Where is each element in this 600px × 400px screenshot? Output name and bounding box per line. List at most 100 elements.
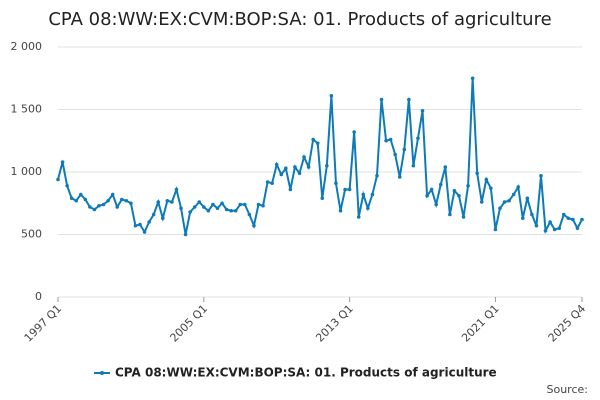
point <box>388 137 393 142</box>
point <box>247 212 252 217</box>
point <box>284 166 288 171</box>
point <box>197 200 202 204</box>
point <box>161 216 165 221</box>
point <box>571 217 575 222</box>
point <box>69 196 74 201</box>
point <box>334 181 338 186</box>
point <box>265 180 270 184</box>
legend-marker <box>100 371 104 375</box>
x-tick-label: 1997 Q1 <box>22 302 65 345</box>
point <box>279 172 284 177</box>
point <box>534 223 539 228</box>
point <box>402 147 407 152</box>
point <box>92 207 97 212</box>
point <box>165 198 170 203</box>
y-tick-label: 1 500 <box>11 103 43 116</box>
point <box>420 108 425 113</box>
point <box>543 228 548 233</box>
point <box>429 187 434 192</box>
point <box>88 205 92 209</box>
point <box>202 205 206 209</box>
point <box>448 212 452 217</box>
point <box>206 208 211 213</box>
point <box>293 165 297 169</box>
point <box>443 165 448 169</box>
point <box>211 202 215 207</box>
point <box>156 200 161 204</box>
point <box>188 210 192 214</box>
point <box>489 186 493 191</box>
point <box>256 202 261 207</box>
point <box>133 223 138 228</box>
point <box>575 226 580 231</box>
point <box>411 163 416 168</box>
point <box>493 227 498 232</box>
point <box>229 208 233 213</box>
point <box>407 97 411 102</box>
point <box>320 196 325 201</box>
point <box>220 201 224 206</box>
point <box>110 192 115 197</box>
point <box>475 171 480 176</box>
point <box>457 193 461 198</box>
point <box>470 76 475 81</box>
point <box>119 197 124 202</box>
point <box>484 177 489 182</box>
x-tick-label: 2005 Q1 <box>168 302 211 345</box>
point <box>192 205 197 209</box>
chart-title: CPA 08:WW:EX:CVM:BOP:SA: 01. Products of… <box>48 9 551 30</box>
point <box>56 177 60 182</box>
point <box>352 130 356 134</box>
point <box>520 216 525 221</box>
point <box>539 173 543 178</box>
point <box>370 192 375 197</box>
point <box>561 212 566 217</box>
point <box>115 205 120 209</box>
point <box>174 187 179 192</box>
x-tick-label: 2021 Q1 <box>459 302 502 345</box>
point <box>325 163 329 168</box>
x-tick-label: 2013 Q1 <box>313 302 356 345</box>
point <box>238 202 243 207</box>
point <box>129 201 133 206</box>
point <box>425 193 429 198</box>
point <box>502 200 507 204</box>
point <box>361 192 366 197</box>
point <box>106 198 110 203</box>
point <box>511 192 516 197</box>
point <box>498 206 502 211</box>
point <box>288 187 293 192</box>
point <box>270 181 274 186</box>
point <box>124 198 129 203</box>
y-tick-label: 500 <box>21 228 42 241</box>
point <box>580 217 584 222</box>
point <box>379 97 384 102</box>
legend-label: CPA 08:WW:EX:CVM:BOP:SA: 01. Products of… <box>115 366 497 380</box>
point <box>343 187 347 192</box>
point <box>466 183 470 188</box>
point <box>384 138 388 143</box>
y-tick-label: 0 <box>35 290 42 303</box>
series-line <box>57 78 583 235</box>
source-label: Source: <box>547 383 589 396</box>
point <box>233 208 238 213</box>
point <box>65 183 69 188</box>
point <box>311 137 315 142</box>
point <box>74 198 79 203</box>
point <box>516 185 521 189</box>
point <box>393 152 397 157</box>
point <box>356 215 361 219</box>
point <box>142 230 147 234</box>
point <box>315 141 320 146</box>
point <box>215 206 220 211</box>
point <box>151 212 156 217</box>
point <box>525 196 530 201</box>
point <box>548 220 552 224</box>
point <box>97 203 101 208</box>
point <box>83 197 88 202</box>
y-tick-label: 2 000 <box>11 40 43 53</box>
point <box>479 200 484 204</box>
point <box>78 192 83 197</box>
point <box>147 220 151 224</box>
